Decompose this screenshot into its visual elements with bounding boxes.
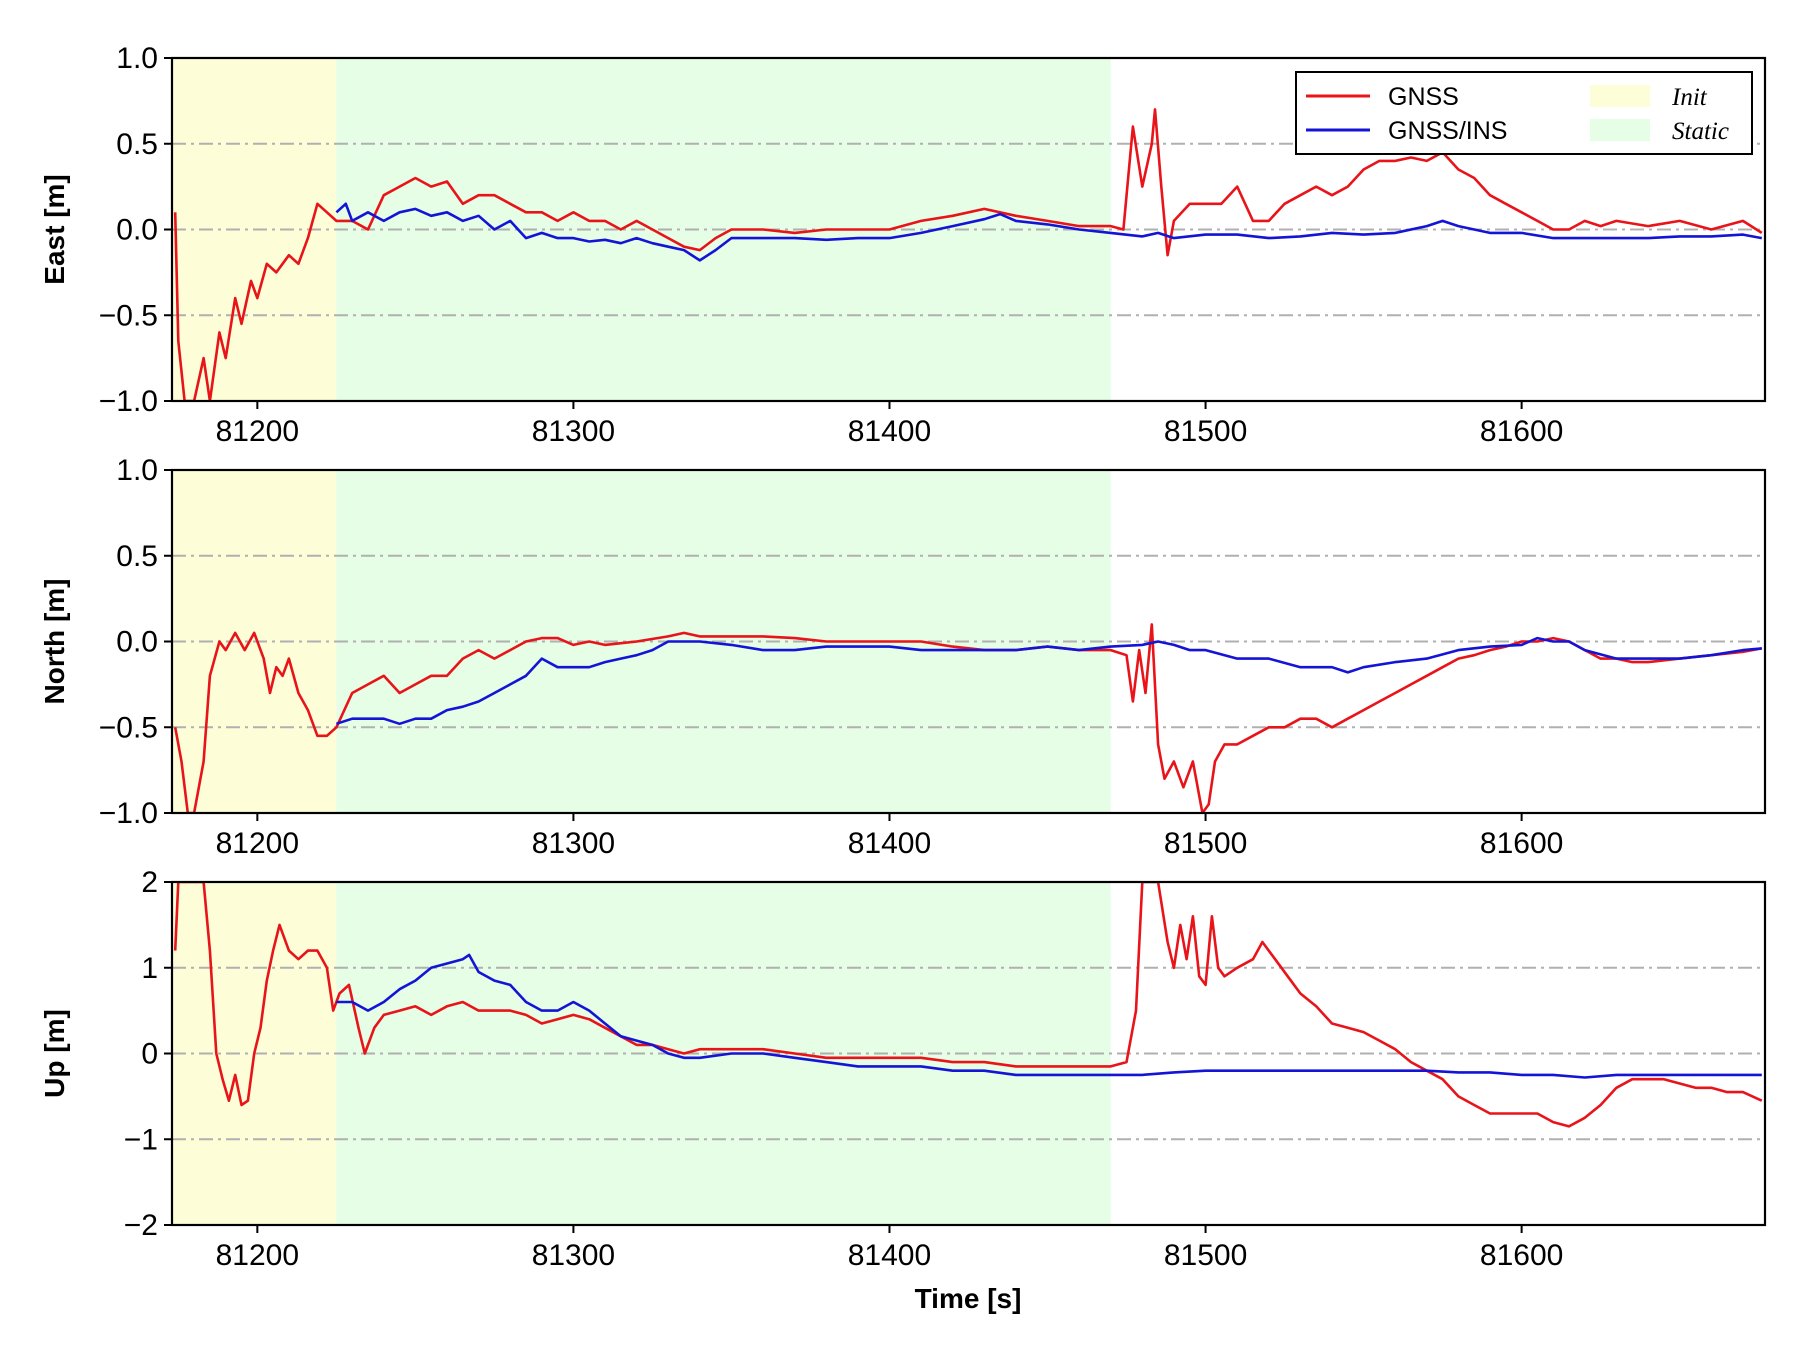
x-tick-label: 81500 [1164,1239,1247,1272]
series-line-gnss-ins-up-m [336,953,1762,1079]
y-tick-label: 1.0 [116,42,158,75]
y-tick-label: −0.5 [99,711,158,744]
panel-north-m: −1.0 −0.5 0.0 0.5 1.0 81200 81300 81400 81500 816… [39,454,1767,860]
x-tick-label: 81400 [848,415,931,448]
x-tick-label: 81400 [848,827,931,860]
y-tick-label: 0 [141,1038,158,1071]
y-axis-label: East [m] [39,174,70,284]
panel-up-m: −2 −1 0 1 2 81200 81300 81400 81500 81600 Up [m] [39,866,1767,1272]
x-tick-label: 81200 [216,827,299,860]
x-tick-label: 81300 [532,827,615,860]
series-line-gnss-east-m [173,108,1763,401]
y-tick-label: −2 [124,1209,158,1242]
y-axis-label: North [m] [39,579,70,705]
legend-frame [1295,71,1753,155]
legend-swatch-init [1590,85,1650,107]
panel-east-m: −1.0 −0.5 0.0 0.5 1.0 81200 81300 81400 81500 816… [39,42,1767,448]
y-tick-label: −1.0 [99,797,158,830]
series-line-gnss-ins-east-m [335,202,1763,262]
y-tick-label: −0.5 [99,299,158,332]
legend-label-gnss-ins: GNSS/INS [1388,117,1507,145]
y-tick-label: 1 [141,952,158,985]
x-tick-label: 81500 [1164,827,1247,860]
y-tick-label: 0.0 [116,626,158,659]
series-line-gnss-north-m [173,623,1763,813]
legend: GNSS GNSS/INS Init Static [1295,71,1753,155]
series-line-gnss-up-m [173,882,1763,1128]
x-tick-label: 81600 [1480,827,1563,860]
y-tick-label: −1 [124,1123,158,1156]
x-tick-label: 81300 [532,415,615,448]
y-tick-label: 0.5 [116,540,158,573]
y-tick-label: 2 [141,866,158,899]
x-axis-label: Time [s] [915,1283,1022,1314]
x-tick-label: 81200 [216,1239,299,1272]
legend-label-init: Init [1671,84,1708,111]
legend-label-static: Static [1672,118,1729,145]
panels: −1.0 −0.5 0.0 0.5 1.0 81200 81300 81400 81500 816… [39,42,1767,1272]
x-tick-label: 81600 [1480,415,1563,448]
y-tick-label: −1.0 [99,385,158,418]
x-tick-label: 81400 [848,1239,931,1272]
x-tick-label: 81300 [532,1239,615,1272]
y-tick-label: 1.0 [116,454,158,487]
x-tick-label: 81500 [1164,415,1247,448]
y-tick-label: 0.5 [116,128,158,161]
legend-swatch-static [1590,119,1650,141]
x-tick-label: 81600 [1480,1239,1563,1272]
y-tick-label: 0.0 [116,214,158,247]
y-axis-label: Up [m] [39,1009,70,1098]
series-line-gnss-ins-north-m [336,636,1762,726]
x-tick-label: 81200 [216,415,299,448]
legend-label-gnss: GNSS [1388,83,1459,111]
